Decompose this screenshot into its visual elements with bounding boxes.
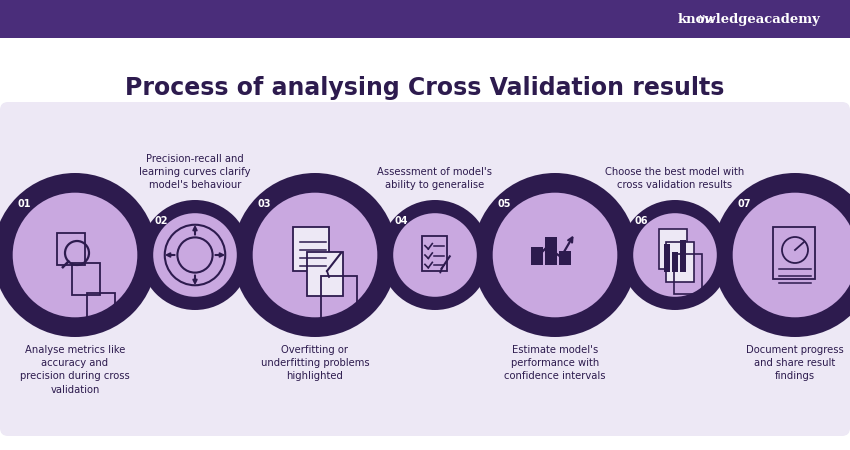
FancyBboxPatch shape bbox=[293, 227, 329, 271]
FancyBboxPatch shape bbox=[0, 102, 850, 436]
FancyBboxPatch shape bbox=[681, 239, 687, 271]
Circle shape bbox=[713, 173, 850, 337]
FancyBboxPatch shape bbox=[545, 237, 557, 265]
Text: 04: 04 bbox=[394, 216, 408, 226]
Text: Document progress
and share result
findings: Document progress and share result findi… bbox=[746, 345, 844, 382]
Circle shape bbox=[153, 213, 237, 297]
Circle shape bbox=[733, 193, 850, 317]
Text: Precision-recall and
learning curves clarify
model's behaviour: Precision-recall and learning curves cla… bbox=[139, 153, 251, 190]
Text: 01: 01 bbox=[17, 199, 31, 209]
FancyBboxPatch shape bbox=[659, 229, 687, 269]
Text: knowledgeacademy: knowledgeacademy bbox=[677, 13, 820, 26]
FancyBboxPatch shape bbox=[559, 251, 571, 265]
Bar bbox=[0, 0, 850, 38]
Text: Overfitting or
underfitting problems
highlighted: Overfitting or underfitting problems hig… bbox=[261, 345, 369, 382]
Text: Process of analysing Cross Validation results: Process of analysing Cross Validation re… bbox=[125, 76, 725, 100]
Circle shape bbox=[493, 193, 617, 317]
Text: 07: 07 bbox=[738, 199, 751, 209]
Circle shape bbox=[13, 193, 138, 317]
Text: the: the bbox=[697, 15, 715, 25]
FancyBboxPatch shape bbox=[531, 247, 543, 265]
Circle shape bbox=[620, 200, 730, 310]
Circle shape bbox=[633, 213, 717, 297]
Circle shape bbox=[233, 173, 397, 337]
Text: 05: 05 bbox=[497, 199, 511, 209]
Text: 06: 06 bbox=[634, 216, 648, 226]
Circle shape bbox=[140, 200, 250, 310]
Text: Estimate model's
performance with
confidence intervals: Estimate model's performance with confid… bbox=[504, 345, 606, 382]
FancyBboxPatch shape bbox=[307, 252, 343, 296]
FancyBboxPatch shape bbox=[672, 252, 678, 271]
FancyBboxPatch shape bbox=[666, 242, 694, 282]
Circle shape bbox=[473, 173, 637, 337]
Circle shape bbox=[252, 193, 377, 317]
Text: Choose the best model with
cross validation results: Choose the best model with cross validat… bbox=[605, 167, 745, 190]
FancyBboxPatch shape bbox=[665, 243, 671, 271]
Text: Assessment of model's
ability to generalise: Assessment of model's ability to general… bbox=[377, 167, 492, 190]
Text: 02: 02 bbox=[154, 216, 167, 226]
Text: 03: 03 bbox=[258, 199, 271, 209]
Circle shape bbox=[394, 213, 477, 297]
Text: Analyse metrics like
accuracy and
precision during cross
validation: Analyse metrics like accuracy and precis… bbox=[20, 345, 130, 395]
Circle shape bbox=[0, 173, 157, 337]
Circle shape bbox=[380, 200, 490, 310]
